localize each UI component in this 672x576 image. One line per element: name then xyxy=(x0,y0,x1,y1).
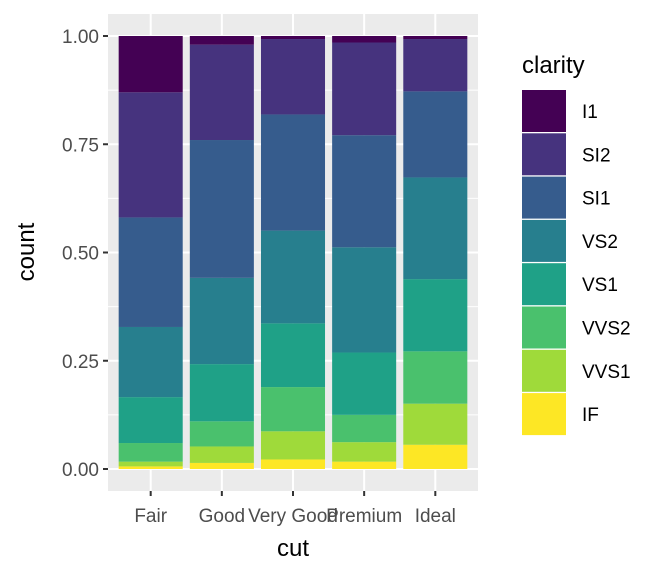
legend-key-vs2 xyxy=(522,219,566,262)
bar-segment-si2 xyxy=(189,44,254,141)
bar-segment-vvs1 xyxy=(189,446,254,463)
y-tick-label: 0.25 xyxy=(62,352,99,373)
y-axis-title: count xyxy=(13,222,40,281)
y-tick-label: 0.75 xyxy=(62,135,99,156)
legend-label: VVS1 xyxy=(582,362,631,383)
bar-segment-vs1 xyxy=(332,352,397,415)
bar-segment-if xyxy=(189,462,254,469)
x-tick-label: Very Good xyxy=(248,506,338,527)
legend-key-if xyxy=(522,393,566,436)
legend-title: clarity xyxy=(522,52,585,79)
bar-segment-i1 xyxy=(403,36,468,40)
x-tick-label: Premium xyxy=(326,506,402,527)
legend: clarity I1 SI2 SI1 VS2 VS1 VVS2 VVS1 IF xyxy=(522,52,631,436)
legend-label: VS1 xyxy=(582,275,618,296)
y-tick-label: 0.50 xyxy=(62,244,99,265)
bar-segment-si1 xyxy=(189,140,254,278)
bar-segment-vs1 xyxy=(260,323,326,388)
legend-key-i1 xyxy=(522,90,566,132)
legend-label: VS2 xyxy=(582,232,618,253)
legend-key-vvs1 xyxy=(522,349,566,392)
bar-segment-vs2 xyxy=(403,177,468,280)
bar-segment-if xyxy=(260,459,326,469)
bar-segment-i1 xyxy=(189,36,254,45)
bar-segment-si2 xyxy=(332,42,397,136)
bar-segment-if xyxy=(118,466,183,469)
y-tick-label: 1.00 xyxy=(62,27,99,48)
bar-segment-vs1 xyxy=(189,364,254,422)
bar-segment-vs2 xyxy=(189,277,254,365)
bar-segment-si1 xyxy=(118,217,183,327)
bar-segment-vvs2 xyxy=(118,443,183,462)
bar-segment-vvs2 xyxy=(189,421,254,447)
bar-segment-i1 xyxy=(260,36,326,40)
bar-segment-si1 xyxy=(260,114,326,231)
bar-segment-si1 xyxy=(332,135,397,248)
bar-segment-si2 xyxy=(118,92,183,218)
legend-label: SI1 xyxy=(582,189,611,210)
legend-key-vvs2 xyxy=(522,306,566,349)
y-axis: 0.00 0.25 0.50 0.75 1.00 xyxy=(62,27,108,481)
bar-segment-si1 xyxy=(403,91,468,178)
bar-segment-vvs2 xyxy=(403,351,468,404)
bar-segment-si2 xyxy=(260,39,326,115)
bar-segment-vvs1 xyxy=(332,442,397,462)
legend-key-vs1 xyxy=(522,263,566,306)
bar-segment-if xyxy=(332,461,397,469)
x-tick-label: Ideal xyxy=(415,506,456,527)
bar-segment-if xyxy=(403,444,468,469)
bar-segment-vvs1 xyxy=(403,403,468,445)
bar-segment-vvs2 xyxy=(260,387,326,432)
bar-segment-vs1 xyxy=(403,279,468,352)
bar-segment-vs2 xyxy=(260,230,326,324)
bar-segment-vvs1 xyxy=(260,431,326,460)
bars xyxy=(118,36,468,469)
bar-segment-vvs2 xyxy=(332,414,397,443)
bar-segment-vs2 xyxy=(332,247,397,353)
bar-segment-vvs1 xyxy=(118,461,183,467)
x-tick-label: Fair xyxy=(134,506,167,527)
bar-segment-si2 xyxy=(403,39,468,92)
bar-segment-i1 xyxy=(332,36,397,43)
x-tick-label: Good xyxy=(199,506,245,527)
bar-segment-vs1 xyxy=(118,397,183,444)
legend-label: IF xyxy=(582,405,599,426)
legend-key-si1 xyxy=(522,176,566,219)
legend-label: SI2 xyxy=(582,145,611,166)
x-axis-title: cut xyxy=(277,535,309,562)
legend-label: VVS2 xyxy=(582,319,631,340)
bar-segment-i1 xyxy=(118,36,183,93)
bar-segment-vs2 xyxy=(118,326,183,398)
legend-label: I1 xyxy=(582,102,598,123)
y-tick-label: 0.00 xyxy=(62,460,99,481)
legend-key-si2 xyxy=(522,133,566,176)
